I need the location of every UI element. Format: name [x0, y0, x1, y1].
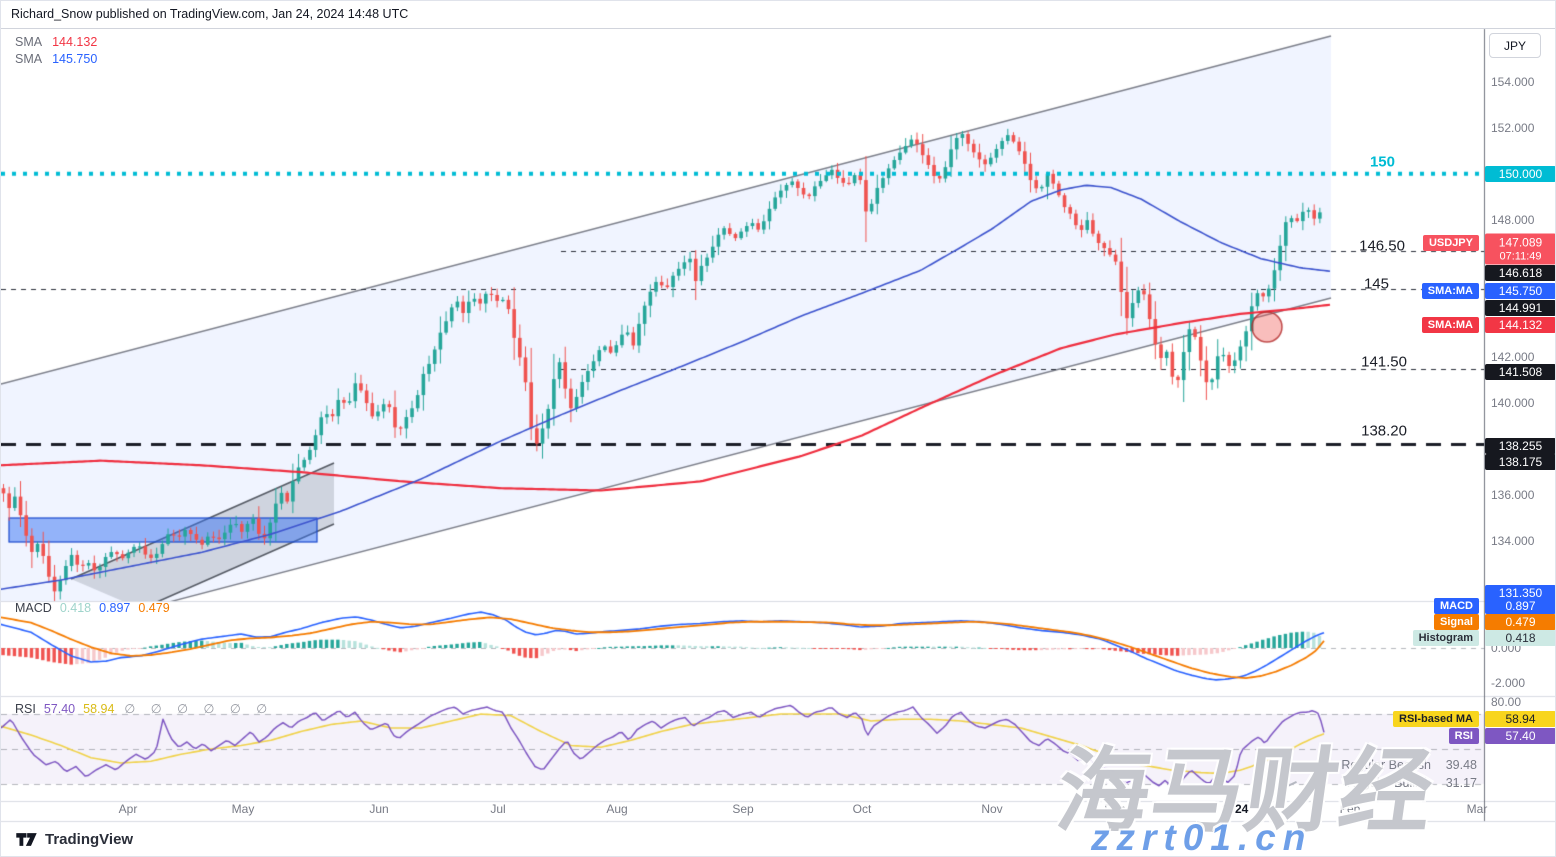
sma-blue-legend[interactable]: SMA 145.750	[15, 52, 97, 66]
publish-title: Richard_Snow published on TradingView.co…	[11, 7, 409, 21]
rsi-legend-title: RSI	[15, 702, 36, 716]
price-level-annotation: 145	[1363, 275, 1389, 293]
watermark-url: zzrt01.cn	[1091, 817, 1313, 857]
time-axis-label: Dec	[1104, 802, 1126, 816]
time-axis-label: 2024	[1221, 802, 1249, 816]
axis-tick-label: 140.000	[1491, 396, 1535, 410]
header-bar	[1, 1, 1555, 29]
regular-bullish-row: Regular Bullish 31.17	[1287, 776, 1477, 790]
time-axis-label: Jul	[490, 802, 506, 816]
regular-bearish-row: Regular Bearish 39.48	[1287, 758, 1477, 772]
level-150-badge: 150.000	[1485, 166, 1555, 182]
price-level-annotation: 146.50	[1359, 237, 1405, 255]
axis-tick-label: 134.000	[1491, 534, 1535, 548]
time-axis-label: Apr	[118, 802, 138, 816]
macd-line-value: 0.897	[99, 601, 131, 615]
regular-bullish-label: Regular Bullish	[1346, 776, 1431, 790]
regular-bearish-value: 39.48	[1445, 758, 1477, 772]
axis-tick-label: 152.000	[1491, 121, 1535, 135]
price-level-annotation: 141.50	[1361, 353, 1407, 371]
macd-signal-value: 0.479	[138, 601, 170, 615]
sma-blue-name-badge: SMA:MA	[1421, 283, 1479, 299]
axis-tick-label: 142.000	[1491, 350, 1535, 364]
sma-red-name-badge: SMA:MA	[1421, 317, 1479, 333]
histogram-value-badge: 0.418	[1485, 630, 1555, 646]
level-badge: 131.350	[1485, 585, 1555, 601]
tradingview-brand-text: TradingView	[45, 831, 134, 848]
regular-bearish-label: Regular Bearish	[1341, 758, 1431, 772]
time-axis-label: Feb	[1339, 802, 1361, 816]
tradingview-brand[interactable]: TradingView	[15, 831, 133, 848]
regular-bullish-value: 31.17	[1445, 776, 1477, 790]
signal-value-badge: 0.479	[1485, 614, 1555, 630]
signal-name-badge: Signal	[1433, 614, 1479, 630]
tradingview-logo-icon	[16, 833, 37, 846]
level-badge: 144.991	[1485, 300, 1555, 316]
rsi-ma-value: 58.94	[83, 702, 115, 716]
level-badge: 138.255	[1485, 438, 1555, 454]
price-level-annotation: 150	[1369, 153, 1395, 171]
time-axis-label: Oct	[852, 802, 872, 816]
price-level-annotation: 138.20	[1361, 422, 1407, 440]
time-axis-label: Sep	[732, 802, 754, 816]
time-axis-label: Aug	[606, 802, 628, 816]
rsi-name-badge: RSI	[1448, 728, 1479, 744]
level-badge: 138.175	[1485, 454, 1555, 470]
time-axis-label: Mar	[1466, 802, 1488, 816]
histogram-name-badge: Histogram	[1412, 630, 1479, 646]
sma-red-legend[interactable]: SMA 144.132	[15, 35, 97, 49]
macd-histogram-value: 0.418	[59, 601, 92, 615]
currency-toggle-button[interactable]: JPY	[1489, 33, 1541, 58]
level-badge: 146.618	[1485, 265, 1555, 281]
macd-value-badge: 0.897	[1485, 598, 1555, 614]
axis-tick-label: -2.000	[1491, 676, 1526, 690]
rsi-ma-value-badge: 58.94	[1485, 711, 1555, 727]
macd-legend[interactable]: MACD 0.418 0.897 0.479	[15, 601, 170, 615]
sma-blue-legend-label: SMA	[15, 52, 43, 66]
sma-blue-legend-value: 145.750	[52, 52, 98, 66]
level-badge: 141.508	[1485, 364, 1555, 380]
macd-legend-title: MACD	[15, 601, 52, 615]
axis-tick-label: 136.000	[1491, 488, 1535, 502]
sma-red-legend-label: SMA	[15, 35, 43, 49]
rsi-value-badge: 57.40	[1485, 728, 1555, 744]
axis-tick-label: 154.000	[1491, 75, 1535, 89]
time-axis-label: Jun	[369, 802, 389, 816]
time-axis-label: Nov	[981, 802, 1003, 816]
sma-red-value-badge: 144.132	[1485, 317, 1555, 333]
macd-name-badge: MACD	[1434, 598, 1479, 614]
time-axis-label: May	[231, 802, 255, 816]
sma-blue-value-badge: 145.750	[1485, 283, 1555, 299]
axis-tick-label: 80.00	[1491, 695, 1522, 709]
symbol-badge: USDJPY	[1422, 235, 1479, 251]
rsi-legend[interactable]: RSI 57.40 58.94 ∅ ∅ ∅ ∅ ∅ ∅	[15, 701, 273, 716]
rsi-empty-params: ∅ ∅ ∅ ∅ ∅ ∅	[124, 702, 274, 716]
rsi-ma-name-badge: RSI-based MA	[1393, 711, 1479, 727]
sma-red-legend-value: 144.132	[52, 35, 98, 49]
last-price-badge: 147.089 07:11:49	[1485, 233, 1555, 265]
axis-tick-label: 148.000	[1491, 213, 1535, 227]
rsi-value: 57.40	[43, 702, 76, 716]
